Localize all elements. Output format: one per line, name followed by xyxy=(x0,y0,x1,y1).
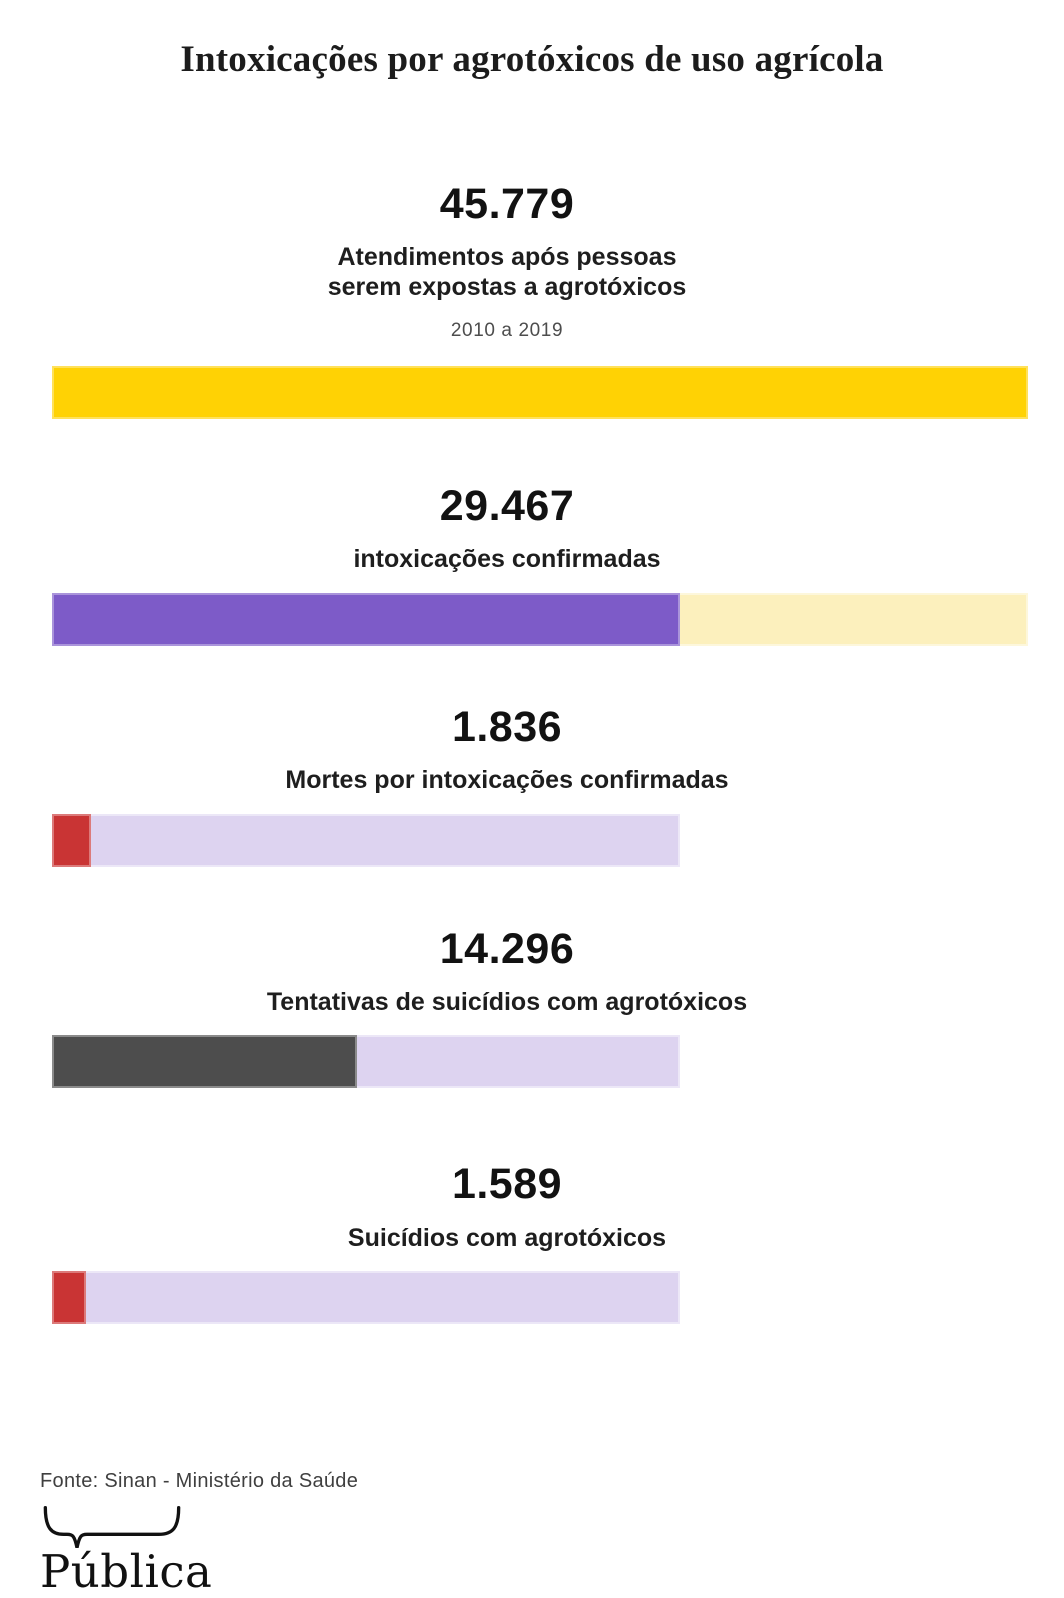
stat-text-atendimentos: 45.779 Atendimentos após pessoas serem e… xyxy=(40,179,974,342)
bar-track-suicidios xyxy=(52,1271,681,1325)
bar-fill-atendimentos xyxy=(52,365,1028,419)
stat-block-mortes: 1.836 Mortes por intoxicações confirmada… xyxy=(0,702,1064,867)
bar-fill-confirmadas xyxy=(52,592,681,646)
stat-number-atendimentos: 45.779 xyxy=(439,179,575,228)
stat-number-mortes: 1.836 xyxy=(451,702,563,751)
stat-number-suicidios: 1.589 xyxy=(451,1160,563,1209)
stat-text-suicidios: 1.589 Suicídios com agrotóxicos xyxy=(40,1161,974,1253)
stat-label-tentativas: Tentativas de suicídios com agrotóxicos xyxy=(266,987,748,1016)
publica-logo-text: Pública xyxy=(40,1545,213,1598)
stat-block-confirmadas: 29.467 intoxicações confirmadas xyxy=(0,481,1064,646)
bar-fill-suicidios xyxy=(52,1271,86,1325)
stat-text-tentativas: 14.296 Tentativas de suicídios com agrot… xyxy=(40,924,974,1018)
bar-mortes xyxy=(52,813,1028,867)
stat-period: 2010 a 2019 xyxy=(450,319,564,341)
bar-confirmadas xyxy=(52,592,1028,646)
stat-text-confirmadas: 29.467 intoxicações confirmadas xyxy=(40,481,974,575)
bar-track-atendimentos xyxy=(52,365,1028,419)
publica-logo: Pública xyxy=(40,1505,213,1598)
stat-label-suicidios: Suicídios com agrotóxicos xyxy=(347,1223,667,1252)
bar-tentativas xyxy=(52,1035,1028,1089)
bar-track-tentativas xyxy=(52,1035,681,1089)
stat-number-tentativas: 14.296 xyxy=(439,924,575,973)
bar-track-confirmadas xyxy=(52,592,1028,646)
stat-label-mortes: Mortes por intoxicações confirmadas xyxy=(285,766,729,795)
stat-label-line1: Atendimentos após pessoas xyxy=(337,242,677,271)
page-title: Intoxicações por agrotóxicos de uso agrí… xyxy=(180,39,884,80)
footer: Fonte: Sinan - Ministério da Saúde Públi… xyxy=(40,1470,1064,1594)
bar-atendimentos xyxy=(52,365,1028,419)
stat-number-confirmadas: 29.467 xyxy=(439,481,575,530)
source-credit: Fonte: Sinan - Ministério da Saúde xyxy=(40,1470,359,1493)
stat-label-line2: serem expostas a agrotóxicos xyxy=(327,273,687,302)
stat-label-confirmadas: intoxicações confirmadas xyxy=(353,545,661,574)
stat-block-suicidios: 1.589 Suicídios com agrotóxicos xyxy=(0,1161,1064,1325)
stat-block-tentativas: 14.296 Tentativas de suicídios com agrot… xyxy=(0,924,1064,1089)
stat-text-mortes: 1.836 Mortes por intoxicações confirmada… xyxy=(40,702,974,796)
bar-suicidios xyxy=(52,1271,1028,1325)
bar-fill-tentativas xyxy=(52,1035,357,1089)
bar-fill-mortes xyxy=(52,813,92,867)
bar-track-mortes xyxy=(52,813,681,867)
stat-label-atendimentos: Atendimentos após pessoas serem expostas… xyxy=(40,242,974,303)
stat-block-atendimentos: 45.779 Atendimentos após pessoas serem e… xyxy=(0,179,1064,419)
